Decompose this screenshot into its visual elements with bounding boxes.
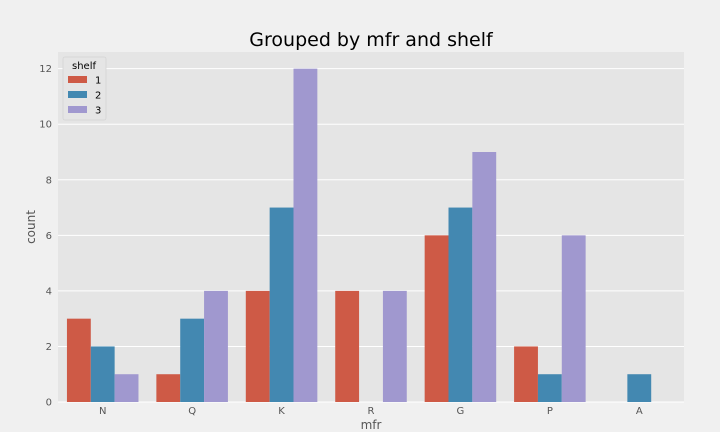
bar-R-shelf-3 (382, 290, 407, 402)
x-tick-label: P (547, 406, 553, 417)
bar-A-shelf-2 (627, 374, 652, 402)
y-axis-label: count (24, 210, 38, 244)
legend-swatch (68, 76, 87, 83)
bar-N-shelf-2 (90, 346, 115, 402)
y-tick-label: 0 (46, 398, 52, 409)
y-tick-label: 8 (46, 175, 52, 186)
bar-P-shelf-1 (514, 346, 538, 402)
bar-P-shelf-3 (561, 235, 586, 402)
y-tick-label: 2 (46, 342, 52, 353)
legend: shelf 1 2 3 (62, 56, 107, 121)
x-tick-label: N (99, 406, 106, 417)
bar-Q-shelf-3 (204, 290, 228, 402)
x-tick-label: G (457, 406, 465, 417)
y-tick-label: 12 (39, 64, 52, 75)
y-axis-ticks: 0 2 4 6 8 10 12 (39, 64, 52, 408)
y-tick-label: 6 (46, 231, 52, 242)
bars (66, 68, 652, 403)
bar-G-shelf-3 (472, 152, 497, 402)
x-axis-label: mfr (361, 418, 382, 432)
legend-swatch (68, 91, 87, 98)
legend-label: 2 (95, 91, 101, 102)
bar-G-shelf-1 (424, 235, 449, 402)
x-tick-label: K (278, 406, 285, 417)
bar-N-shelf-1 (66, 318, 91, 402)
legend-box (62, 56, 107, 121)
legend-label: 3 (95, 106, 101, 117)
x-tick-label: A (636, 406, 643, 417)
bar-Q-shelf-2 (180, 318, 205, 402)
bar-P-shelf-2 (537, 374, 562, 402)
legend-swatch (68, 106, 87, 113)
bar-K-shelf-1 (245, 290, 270, 402)
legend-label: 1 (95, 76, 101, 87)
gridlines (58, 68, 684, 403)
y-tick-label: 10 (39, 120, 52, 131)
bar-Q-shelf-1 (156, 374, 181, 402)
y-tick-label: 4 (46, 286, 52, 297)
bar-R-shelf-1 (335, 290, 360, 402)
bar-G-shelf-2 (448, 207, 473, 402)
bar-N-shelf-3 (114, 374, 139, 402)
x-tick-label: Q (188, 406, 196, 417)
x-tick-label: R (368, 406, 375, 417)
bar-K-shelf-2 (269, 207, 294, 402)
plot-background (58, 52, 684, 402)
bar-K-shelf-3 (293, 68, 318, 403)
legend-title: shelf (72, 61, 96, 72)
chart-title: Grouped by mfr and shelf (249, 29, 494, 51)
